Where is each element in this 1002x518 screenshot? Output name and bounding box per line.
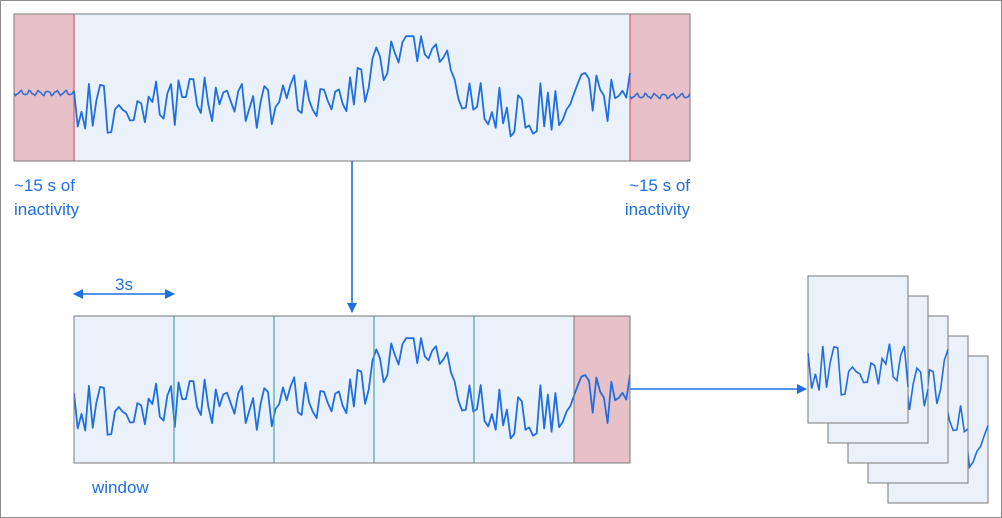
window-card (807, 275, 909, 424)
active-signal (73, 35, 631, 138)
window-label: window (91, 478, 149, 497)
inactivity-label-start-line2: inactivity (14, 200, 80, 219)
window-stack (807, 275, 989, 504)
inactivity-label-end-line2: inactivity (625, 200, 691, 219)
window-size-label: 3s (115, 275, 133, 294)
window-card-background (807, 275, 909, 424)
window-card-signal (807, 343, 909, 396)
inactivity-region-end (630, 14, 690, 161)
idle-signal-start (14, 89, 75, 97)
discarded-partial-window (574, 316, 630, 463)
inactivity-region-start (14, 14, 74, 161)
idle-signal-end (629, 92, 690, 100)
inactivity-label-start-line1: ~15 s of (14, 176, 75, 195)
windowed-signal (74, 337, 630, 440)
inactivity-label-end-line1: ~15 s of (629, 176, 690, 195)
recording-panel (13, 13, 691, 162)
windowed-panel (73, 315, 631, 464)
